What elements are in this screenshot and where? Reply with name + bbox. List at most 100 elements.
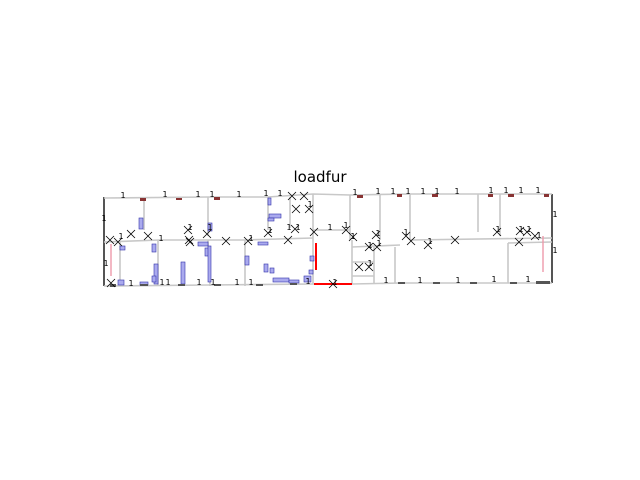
edge-label: 1 <box>305 277 310 286</box>
door-marker-icon <box>492 227 502 237</box>
edge-label: 1 <box>327 223 332 232</box>
door-marker-icon <box>423 240 433 250</box>
edge-label: 1 <box>491 275 496 284</box>
edge-label: 1 <box>420 187 425 196</box>
edge-label: 1 <box>286 223 291 232</box>
door-marker-icon <box>184 235 194 245</box>
edge-label: 1 <box>210 278 215 287</box>
edge-label: 1 <box>525 275 530 284</box>
edge-label: 1 <box>403 228 408 237</box>
edge-label: 1 <box>128 279 133 288</box>
edge-label: 1 <box>332 278 337 287</box>
edge-label: 1 <box>367 241 372 250</box>
edge-label: 1 <box>234 278 239 287</box>
edge-label: 1 <box>248 234 253 243</box>
door-marker-icon <box>514 237 524 247</box>
door-marker-icon <box>287 191 297 201</box>
edge-label: 1 <box>495 225 500 234</box>
edge-label: 1 <box>503 186 508 195</box>
edge-label: 1 <box>343 221 348 230</box>
edge-label: 1 <box>376 239 381 248</box>
edge-label: 1 <box>434 187 439 196</box>
door-marker-icon <box>304 204 314 214</box>
furniture <box>117 197 315 286</box>
edge-label: 1 <box>209 190 214 199</box>
edge-label: 1 <box>162 190 167 199</box>
pink-wall <box>110 236 544 276</box>
edge-label: 1 <box>195 190 200 199</box>
door-marker-icon <box>185 237 195 247</box>
door-marker-icon <box>113 237 123 247</box>
edge-label: 1 <box>159 278 164 287</box>
edge-label: 1 <box>350 232 355 241</box>
door-marker-icon <box>406 236 416 246</box>
interior-walls <box>103 193 553 287</box>
edge-label: 1 <box>488 186 493 195</box>
door-marker-icon <box>202 229 212 239</box>
edge-label: 1 <box>248 278 253 287</box>
edge-label: 1 <box>277 189 282 198</box>
edge-label: 1 <box>196 278 201 287</box>
door-marker-icon <box>299 191 309 201</box>
edge-label: 1 <box>187 223 192 232</box>
edge-label: 1 <box>455 276 460 285</box>
door-marker-icon <box>530 231 540 241</box>
door-marker-icon <box>183 225 193 235</box>
edge-label: 1 <box>367 259 372 268</box>
door-marker-icon <box>143 231 153 241</box>
edge-label: 1 <box>552 210 557 219</box>
edge-label: 1 <box>405 187 410 196</box>
door-marker-icon <box>341 225 351 235</box>
edge-label: 1 <box>267 226 272 235</box>
edge-label: 1 <box>536 231 541 240</box>
edge-label: 1 <box>101 214 106 223</box>
door-marker-icon <box>515 226 525 236</box>
edge-label: 1 <box>390 187 395 196</box>
edge-label: 1 <box>375 187 380 196</box>
figure-title: loadfur <box>293 168 347 186</box>
window-marks <box>140 194 549 201</box>
edge-label: 1 <box>454 187 459 196</box>
door-marker-icon <box>328 279 338 289</box>
edge-label: 1 <box>535 186 540 195</box>
door-marker-icon <box>290 224 300 234</box>
door-markers <box>105 191 540 289</box>
edge-label: 1 <box>307 200 312 209</box>
door-marker-icon <box>291 204 301 214</box>
edge-label: 1 <box>165 278 170 287</box>
edge-label: 1 <box>518 186 523 195</box>
door-marker-icon <box>348 232 358 242</box>
door-marker-icon <box>522 227 532 237</box>
door-marker-icon <box>221 236 231 246</box>
edge-label: 1 <box>383 276 388 285</box>
edge-label: 1 <box>417 276 422 285</box>
edge-label: 1 <box>352 188 357 197</box>
edge-label: 1 <box>158 234 163 243</box>
edge-label: 1 <box>518 225 523 234</box>
edge-label: 1 <box>295 223 300 232</box>
edge-label: 1 <box>103 259 108 268</box>
edge-label: 1 <box>552 246 557 255</box>
door-marker-icon <box>263 228 273 238</box>
edge-label: 1 <box>263 189 268 198</box>
door-marker-icon <box>105 235 115 245</box>
door-marker-icon <box>450 235 460 245</box>
door-marker-icon <box>283 235 293 245</box>
edge-label: 1 <box>118 232 123 241</box>
door-marker-icon <box>354 262 364 272</box>
door-marker-icon <box>309 227 319 237</box>
edge-label: 1 <box>120 191 125 200</box>
door-marker-icon <box>371 230 381 240</box>
door-marker-icon <box>106 278 116 288</box>
door-marker-icon <box>126 229 136 239</box>
door-marker-icon <box>364 242 374 252</box>
edge-label: 1 <box>375 229 380 238</box>
edge-label: 1 <box>526 225 531 234</box>
door-marker-icon <box>372 242 382 252</box>
edge-label: 1 <box>427 237 432 246</box>
edge-label: 1 <box>207 223 212 232</box>
edge-label: 1 <box>236 190 241 199</box>
door-marker-icon <box>364 262 374 272</box>
